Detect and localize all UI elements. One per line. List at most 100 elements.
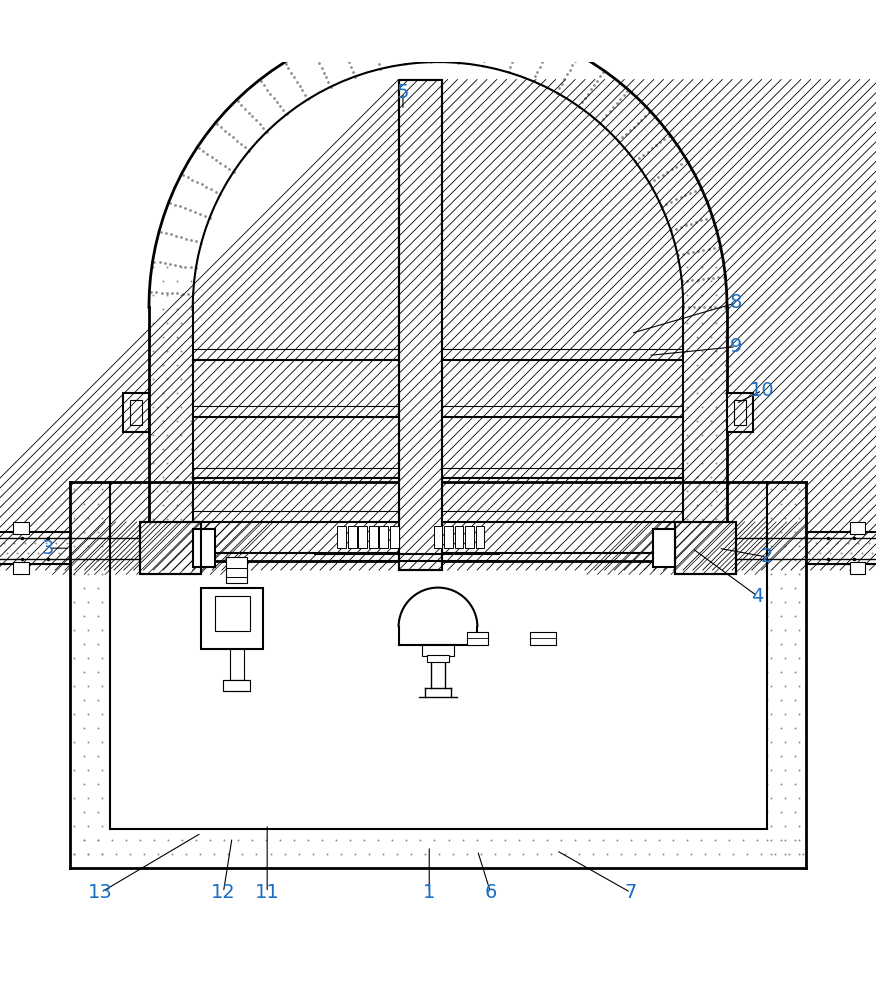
Point [156,273,170,289]
Point [778,762,792,778]
Point [865,545,876,561]
Point [63,860,77,876]
Point [170,525,184,541]
Point [676,329,690,345]
Point [788,832,802,848]
Point [862,556,876,572]
Point [690,413,704,429]
Point [77,804,91,820]
Point [488,846,502,862]
Point [301,860,315,876]
Bar [530,632,556,645]
Point [778,594,792,610]
Point [470,832,484,848]
Bar [130,400,142,425]
Bar [850,562,865,574]
Point [759,552,774,568]
Point [348,846,362,862]
Point [174,483,188,499]
Point [554,832,568,848]
Point [184,301,198,317]
Point [690,441,704,457]
Point [28,535,42,551]
Point [63,748,77,764]
Point [788,636,802,652]
Bar [226,557,247,583]
Point [872,556,876,572]
Point [184,357,198,373]
Point [81,566,95,582]
Point [385,832,399,848]
Point [0,545,14,561]
Point [142,525,156,541]
Bar [399,80,442,570]
Text: 11: 11 [255,883,279,902]
Point [764,594,778,610]
Point [77,776,91,792]
Point [81,734,95,750]
Point [77,860,91,876]
Point [156,469,170,485]
Point [704,525,718,541]
Point [142,329,156,345]
Point [709,315,723,331]
Point [142,273,156,289]
Bar [140,522,201,574]
Point [774,748,788,764]
Point [427,860,442,876]
Point [81,510,95,526]
Point [792,762,806,778]
Bar [727,393,753,432]
Point [690,301,704,317]
Point [77,860,91,876]
Point [91,720,105,736]
Point [764,762,778,778]
Point [774,720,788,736]
Point [709,259,723,275]
Point [778,678,792,694]
Point [81,481,95,497]
Point [142,497,156,513]
Point [530,846,544,862]
Point [544,846,558,862]
Point [740,846,754,862]
Point [81,846,95,862]
Point [77,608,91,624]
Point [759,776,774,792]
Point [91,832,105,848]
Point [63,832,77,848]
Point [558,846,572,862]
Point [695,343,709,359]
Point [184,553,198,569]
Point [63,832,77,848]
Point [830,535,844,551]
Point [77,580,91,596]
Point [63,720,77,736]
Point [792,832,806,848]
Bar [390,526,399,548]
Point [774,636,788,652]
Point [708,860,722,876]
Point [292,846,306,862]
Bar [455,526,463,548]
Point [67,594,81,610]
Point [764,846,778,862]
Point [67,734,81,750]
Point [681,343,695,359]
Point [156,553,170,569]
Point [568,832,582,848]
Point [680,832,694,848]
Point [146,399,160,415]
Point [160,511,174,527]
Point [638,860,652,876]
Point [160,259,174,275]
Bar [193,529,215,567]
Point [851,535,865,551]
Point [726,846,740,862]
Point [676,385,690,401]
Point [526,832,540,848]
Point [203,860,217,876]
Point [91,580,105,596]
Point [792,790,806,806]
Point [446,846,460,862]
